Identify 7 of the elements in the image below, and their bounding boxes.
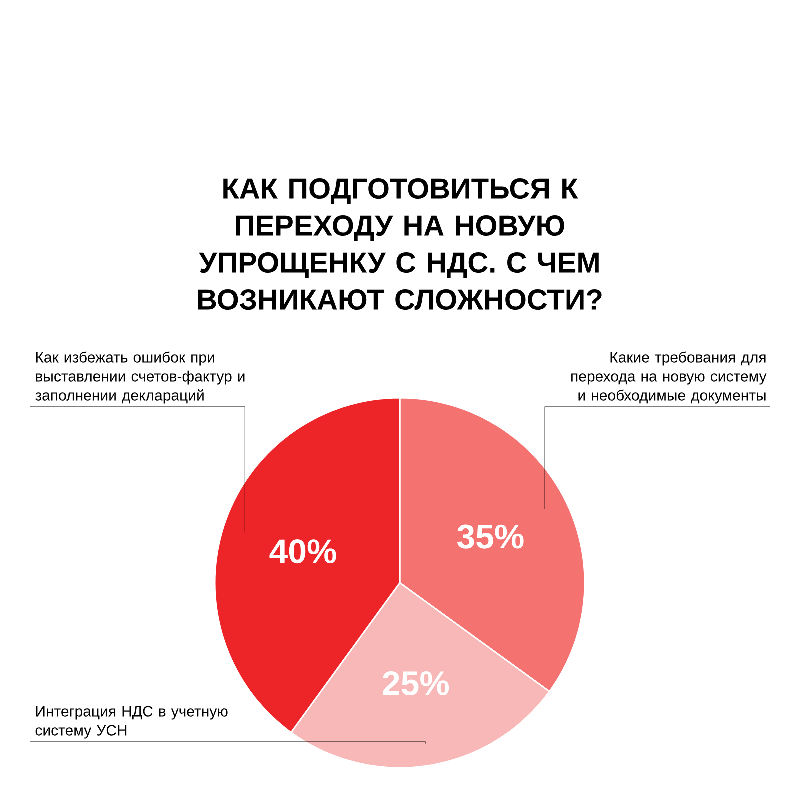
slice-label: Какие требования для перехода на новую систему и необходимые документы [572, 352, 767, 404]
data-label: 25% [383, 671, 450, 696]
data-label: 35% [457, 524, 524, 549]
slice-label: Как избежать ошибок при выставлении счетов-фактур и заполнении деклараций [36, 352, 245, 404]
slice-label: Интеграция НДС в учетную систему УСН [36, 706, 228, 739]
chart-title: КАК ПОДГОТОВИТЬСЯ К ПЕРЕХОДУ НА НОВУЮ УПРОЩЕНКУ С НДС. С ЧЕМ ВОЗНИКАЮТ СЛОЖНОСТИ? [198, 178, 602, 310]
data-label: 40% [270, 540, 336, 564]
